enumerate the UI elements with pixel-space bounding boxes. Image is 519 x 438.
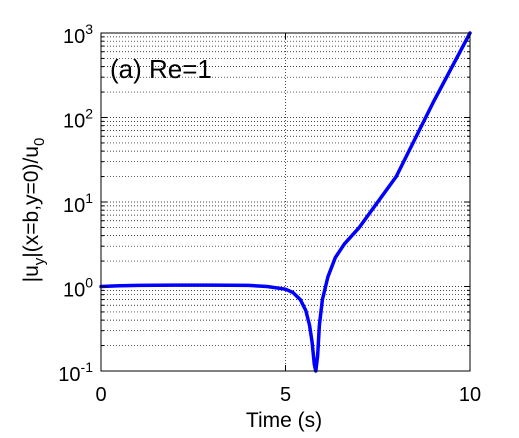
x-tick-label: 5	[280, 384, 291, 406]
x-tick-label: 0	[95, 384, 106, 406]
y-label-part1: |u	[20, 265, 43, 282]
annotation-label: (a) Re=1	[110, 54, 212, 84]
y-tick-label: 101	[63, 190, 93, 217]
series-layer	[99, 31, 472, 373]
y-label-sub2: 0	[31, 138, 48, 146]
y-tick-label: 10-1	[58, 359, 93, 386]
y-axis-label: |uy|(x=b,y=0)/u0	[20, 138, 48, 283]
y-tick-label: 103	[63, 21, 93, 48]
x-tick-label: 10	[459, 384, 481, 406]
x-axis-label: Time (s)	[246, 409, 322, 432]
y-tick-labels: 10-1 100 101 102 103	[58, 21, 93, 386]
x-tick-labels: 0 5 10	[95, 384, 481, 406]
grid-lines	[101, 33, 470, 371]
y-tick-label: 100	[63, 275, 93, 302]
y-tick-label: 102	[63, 106, 93, 133]
tick-marks	[101, 33, 470, 371]
y-label-part2: |(x=b,y=0)/u	[20, 146, 43, 258]
y-label-sub: y	[31, 257, 48, 265]
series-line	[99, 31, 472, 373]
